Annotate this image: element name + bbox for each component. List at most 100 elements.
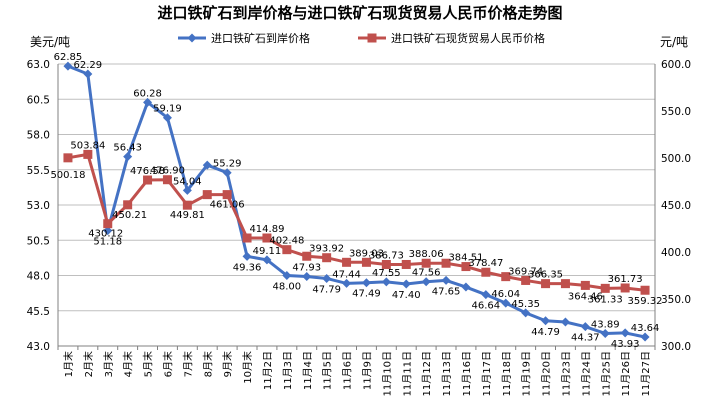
y-left-axis: 43.0 45.5 48.0 50.5 53.0 55.5 58.0 60.5 63.0 xyxy=(27,59,50,353)
data-label: 449.81 xyxy=(170,210,205,221)
data-point xyxy=(282,271,292,280)
y-left-tick-label: 43.0 xyxy=(27,341,50,353)
data-label: 430.12 xyxy=(88,229,123,240)
data-label: 47.49 xyxy=(352,289,381,300)
y-left-tick-label: 50.5 xyxy=(27,235,50,247)
data-point xyxy=(481,290,491,300)
data-point xyxy=(580,280,590,290)
data-point xyxy=(282,245,292,255)
data-point xyxy=(560,317,570,327)
data-label: 56.43 xyxy=(113,143,142,154)
data-point xyxy=(83,149,93,159)
data-point xyxy=(640,332,650,342)
data-point xyxy=(521,308,531,318)
data-point xyxy=(242,251,252,261)
data-point xyxy=(302,271,312,281)
x-tick-label: 11月20日 xyxy=(541,351,553,396)
data-label: 59.19 xyxy=(153,104,182,115)
x-tick-label: 11月17日 xyxy=(481,351,493,396)
data-point xyxy=(63,61,73,71)
legend-label: 进口铁矿石到岸价格 xyxy=(211,31,310,45)
data-point xyxy=(401,279,411,289)
data-label: 49.36 xyxy=(233,262,262,273)
data-label: 476.58 xyxy=(130,166,165,177)
data-label: 47.79 xyxy=(312,284,341,295)
y-left-unit: 美元/吨 xyxy=(30,35,70,49)
data-point xyxy=(222,190,232,200)
data-point xyxy=(501,298,511,308)
data-point xyxy=(560,279,570,289)
data-point xyxy=(401,259,411,269)
legend-marker xyxy=(187,33,197,43)
data-label: 384.51 xyxy=(448,253,483,264)
chart-title: 进口铁矿石到岸价格与进口铁矿石现货贸易人民币价格走势图 xyxy=(157,4,562,22)
x-tick-label: 1月末 xyxy=(62,351,75,377)
x-tick-label: 11月3日 xyxy=(282,351,294,390)
data-label: 450.21 xyxy=(112,210,147,221)
data-point xyxy=(421,258,431,268)
data-label: 49.11 xyxy=(253,246,282,257)
data-label: 369.74 xyxy=(508,266,543,277)
x-tick-label: 11月24日 xyxy=(580,351,592,396)
data-point xyxy=(103,219,113,229)
y-left-tick-label: 55.5 xyxy=(27,165,50,177)
data-label: 389.03 xyxy=(349,248,384,259)
data-point xyxy=(461,282,471,292)
data-label: 46.64 xyxy=(472,301,501,312)
data-point xyxy=(580,322,590,332)
x-tick-label: 11月11日 xyxy=(401,351,413,396)
data-point xyxy=(600,283,610,293)
x-tick-label: 11月18日 xyxy=(501,351,513,396)
y-right-tick-label: 600.0 xyxy=(661,59,691,71)
data-point xyxy=(620,328,630,338)
data-label: 364.46 xyxy=(568,291,603,302)
data-point xyxy=(63,153,73,163)
data-label: 45.35 xyxy=(511,299,540,310)
data-label: 47.65 xyxy=(432,286,461,297)
data-point xyxy=(262,233,272,243)
y-right-tick-label: 550.0 xyxy=(661,106,691,118)
y-left-tick-label: 45.5 xyxy=(27,306,50,318)
data-point xyxy=(322,273,332,283)
data-point xyxy=(342,257,352,267)
data-label: 44.79 xyxy=(531,327,560,338)
data-label: 461.06 xyxy=(210,200,245,211)
data-point xyxy=(461,262,471,272)
y-right-unit: 元/吨 xyxy=(660,35,688,49)
data-point xyxy=(123,152,133,162)
y-right-tick-label: 450.0 xyxy=(661,200,691,212)
x-tick-label: 4月末 xyxy=(122,351,135,377)
x-tick-label: 11月26日 xyxy=(620,351,632,396)
x-tick-label: 11月5日 xyxy=(322,351,334,390)
data-point xyxy=(342,278,352,288)
y-right-tick-label: 500.0 xyxy=(661,153,691,165)
data-label: 378.47 xyxy=(468,258,503,269)
data-label: 44.37 xyxy=(571,333,600,344)
data-point xyxy=(162,113,172,123)
y-left-tick-label: 58.0 xyxy=(27,130,50,142)
data-point xyxy=(182,185,192,195)
data-point xyxy=(123,200,133,210)
x-tick-label: 7月末 xyxy=(181,351,194,377)
data-label: 47.55 xyxy=(372,268,401,279)
x-tick-label: 2月末 xyxy=(82,351,95,377)
y-right-axis: 300.0 350.0 400.0 450.0 500.0 550.0 600.0 xyxy=(661,59,691,353)
x-tick-label: 11月9日 xyxy=(361,351,373,390)
x-axis: 1月末 2月末 3月末 4月末 5月末 6月末 7月末 8月末 9月末 10月末 11月2日 11月3… xyxy=(57,346,656,396)
data-point xyxy=(302,251,312,261)
data-point xyxy=(381,277,391,287)
y-right-tick-label: 300.0 xyxy=(661,341,691,353)
data-point xyxy=(242,233,252,243)
x-tick-label: 11月25日 xyxy=(600,351,612,396)
data-label: 46.04 xyxy=(491,289,520,300)
y-right-tick-label: 400.0 xyxy=(661,247,691,259)
data-point xyxy=(143,175,153,185)
data-label: 366.35 xyxy=(528,270,563,281)
x-tick-label: 9月末 xyxy=(221,351,234,377)
data-label: 55.29 xyxy=(213,159,242,170)
data-label: 359.32 xyxy=(628,296,663,307)
y-left-tick-label: 63.0 xyxy=(27,59,50,71)
y-left-tick-label: 53.0 xyxy=(27,200,50,212)
data-label: 503.84 xyxy=(70,140,105,151)
